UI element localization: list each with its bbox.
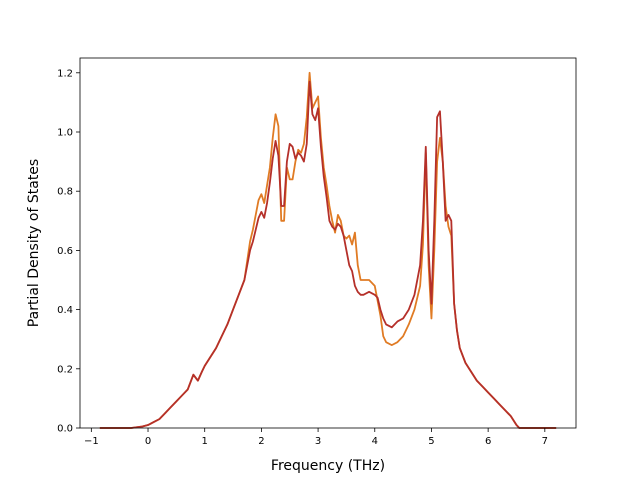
y-tick-label: 0.8: [57, 187, 73, 198]
x-tick-label: 4: [372, 436, 378, 447]
x-tick-label: 0: [145, 436, 151, 447]
x-tick-label: 3: [315, 436, 321, 447]
y-tick-label: 0.4: [57, 305, 73, 316]
x-tick-label: −1: [84, 436, 99, 447]
plot-area-background: [80, 58, 576, 428]
y-axis-label: Partial Density of States: [26, 159, 42, 327]
y-axis: 0.0 0.2 0.4 0.6 0.8 1.0 1.2: [57, 68, 80, 435]
x-axis-label: Frequency (THz): [271, 458, 385, 474]
series-layer: [99, 71, 557, 429]
x-tick-label: 6: [485, 436, 491, 447]
x-tick-label: 7: [542, 436, 548, 447]
x-axis: −1 0 1 2 3 4 5 6 7: [84, 428, 548, 447]
y-tick-label: 1.0: [57, 128, 73, 139]
series-line-2: [99, 80, 557, 429]
x-tick-label: 2: [258, 436, 264, 447]
y-tick-label: 0.6: [57, 246, 73, 257]
x-tick-label: 1: [202, 436, 208, 447]
y-tick-label: 0.2: [57, 364, 73, 375]
x-tick-label: 5: [428, 436, 434, 447]
y-tick-label: 0.0: [57, 424, 73, 435]
plot-frame: [79, 57, 577, 429]
y-tick-label: 1.2: [57, 68, 73, 79]
